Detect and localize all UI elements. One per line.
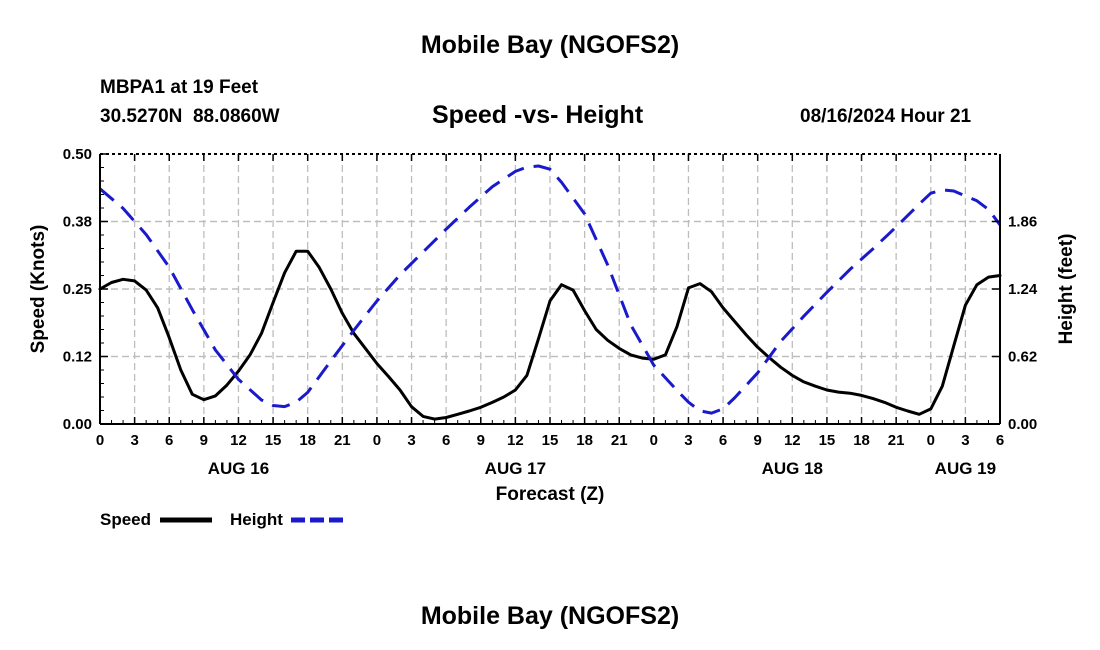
x-tick-label: 15 bbox=[265, 432, 282, 449]
y-left-tick-label: 0.00 bbox=[63, 416, 92, 433]
x-tick-label: 21 bbox=[334, 432, 351, 449]
x-tick-label: 6 bbox=[165, 432, 173, 449]
x-tick-label: 6 bbox=[719, 432, 727, 449]
x-tick-label: 21 bbox=[611, 432, 628, 449]
x-tick-label: 15 bbox=[819, 432, 836, 449]
station-coordinates: 30.5270N 88.0860W bbox=[100, 106, 280, 127]
x-tick-label: 3 bbox=[684, 432, 692, 449]
x-tick-label: 3 bbox=[961, 432, 969, 449]
chart-legend: Speed Height bbox=[100, 510, 343, 529]
x-tick-label: 0 bbox=[373, 432, 381, 449]
x-tick-label: 3 bbox=[130, 432, 138, 449]
x-tick-label: 9 bbox=[200, 432, 208, 449]
x-tick-label: 0 bbox=[927, 432, 935, 449]
x-tick-label: 9 bbox=[477, 432, 485, 449]
x-tick-label: 6 bbox=[442, 432, 450, 449]
x-tick-label: 3 bbox=[407, 432, 415, 449]
y-right-tick-label: 1.86 bbox=[1008, 214, 1037, 231]
y-left-axis-title: Speed (Knots) bbox=[28, 225, 49, 354]
x-day-label: AUG 19 bbox=[935, 459, 996, 478]
x-tick-label: 18 bbox=[299, 432, 316, 449]
x-tick-label: 0 bbox=[96, 432, 104, 449]
legend-label-speed: Speed bbox=[100, 510, 151, 529]
page-title-top: Mobile Bay (NGOFS2) bbox=[420, 31, 680, 59]
x-tick-label: 6 bbox=[996, 432, 1004, 449]
forecast-timestamp: 08/16/2024 Hour 21 bbox=[800, 106, 972, 127]
x-axis-title: Forecast (Z) bbox=[496, 484, 605, 505]
x-tick-label: 18 bbox=[853, 432, 870, 449]
x-tick-label: 12 bbox=[507, 432, 524, 449]
y-left-tick-label: 0.38 bbox=[63, 214, 92, 231]
x-day-label: AUG 18 bbox=[762, 459, 823, 478]
y-left-tick-label: 0.12 bbox=[63, 349, 92, 366]
chart-series bbox=[98, 164, 1002, 421]
y-left-tick-label: 0.50 bbox=[63, 146, 92, 163]
x-tick-label: 9 bbox=[754, 432, 762, 449]
x-tick-label: 12 bbox=[230, 432, 247, 449]
y-left-tick-label: 0.25 bbox=[63, 281, 92, 298]
chart-grid bbox=[100, 154, 1000, 424]
legend-label-height: Height bbox=[230, 510, 283, 529]
y-right-tick-label: 0.62 bbox=[1008, 349, 1037, 366]
chart-title: Speed -vs- Height bbox=[432, 101, 644, 129]
height-series-line bbox=[99, 164, 1002, 415]
page-title-bottom: Mobile Bay (NGOFS2) bbox=[420, 602, 680, 630]
x-tick-label: 0 bbox=[650, 432, 658, 449]
chart-ticks bbox=[99, 153, 1001, 425]
y-right-tick-label: 1.24 bbox=[1008, 281, 1038, 298]
y-right-tick-label: 0.00 bbox=[1008, 416, 1037, 433]
speed-series-line bbox=[98, 249, 1002, 421]
x-tick-label: 21 bbox=[888, 432, 905, 449]
x-day-label: AUG 16 bbox=[208, 459, 269, 478]
x-tick-label: 12 bbox=[784, 432, 801, 449]
y-right-axis-title: Height (feet) bbox=[1056, 234, 1077, 345]
chart-labels: 0 3 6 9 12 15 18 21 0 3 6 9 12 15 18 21 0 3 6 9 12 15 18 21 0 3 6A… bbox=[28, 146, 1077, 505]
x-tick-label: 15 bbox=[542, 432, 559, 449]
station-label: MBPA1 at 19 Feet bbox=[100, 77, 259, 98]
x-day-label: AUG 17 bbox=[485, 459, 546, 478]
x-tick-label: 18 bbox=[576, 432, 593, 449]
